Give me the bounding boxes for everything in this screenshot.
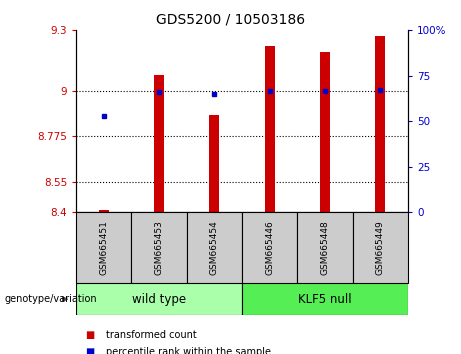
Text: KLF5 null: KLF5 null [298, 293, 352, 306]
Bar [76, 283, 242, 315]
Bar [320, 52, 330, 212]
Bar [297, 212, 353, 283]
Bar [99, 210, 109, 212]
Bar [187, 212, 242, 283]
Text: GSM665446: GSM665446 [265, 221, 274, 275]
Text: wild type: wild type [132, 293, 186, 306]
Bar [209, 115, 219, 212]
Bar [353, 212, 408, 283]
Bar [265, 46, 275, 212]
Text: genotype/variation: genotype/variation [5, 294, 97, 304]
Text: ■: ■ [85, 330, 95, 339]
Text: GSM665454: GSM665454 [210, 221, 219, 275]
Bar [76, 212, 131, 283]
Text: GSM665451: GSM665451 [99, 220, 108, 275]
Text: GDS5200 / 10503186: GDS5200 / 10503186 [156, 12, 305, 27]
Bar [242, 212, 297, 283]
Text: GSM665448: GSM665448 [320, 221, 330, 275]
Text: ■: ■ [85, 347, 95, 354]
Bar [375, 36, 385, 212]
Text: GSM665453: GSM665453 [154, 220, 164, 275]
Text: percentile rank within the sample: percentile rank within the sample [106, 347, 271, 354]
Bar [131, 212, 187, 283]
Text: transformed count: transformed count [106, 330, 197, 339]
Bar [242, 283, 408, 315]
Bar [154, 75, 164, 212]
Text: GSM665449: GSM665449 [376, 221, 385, 275]
